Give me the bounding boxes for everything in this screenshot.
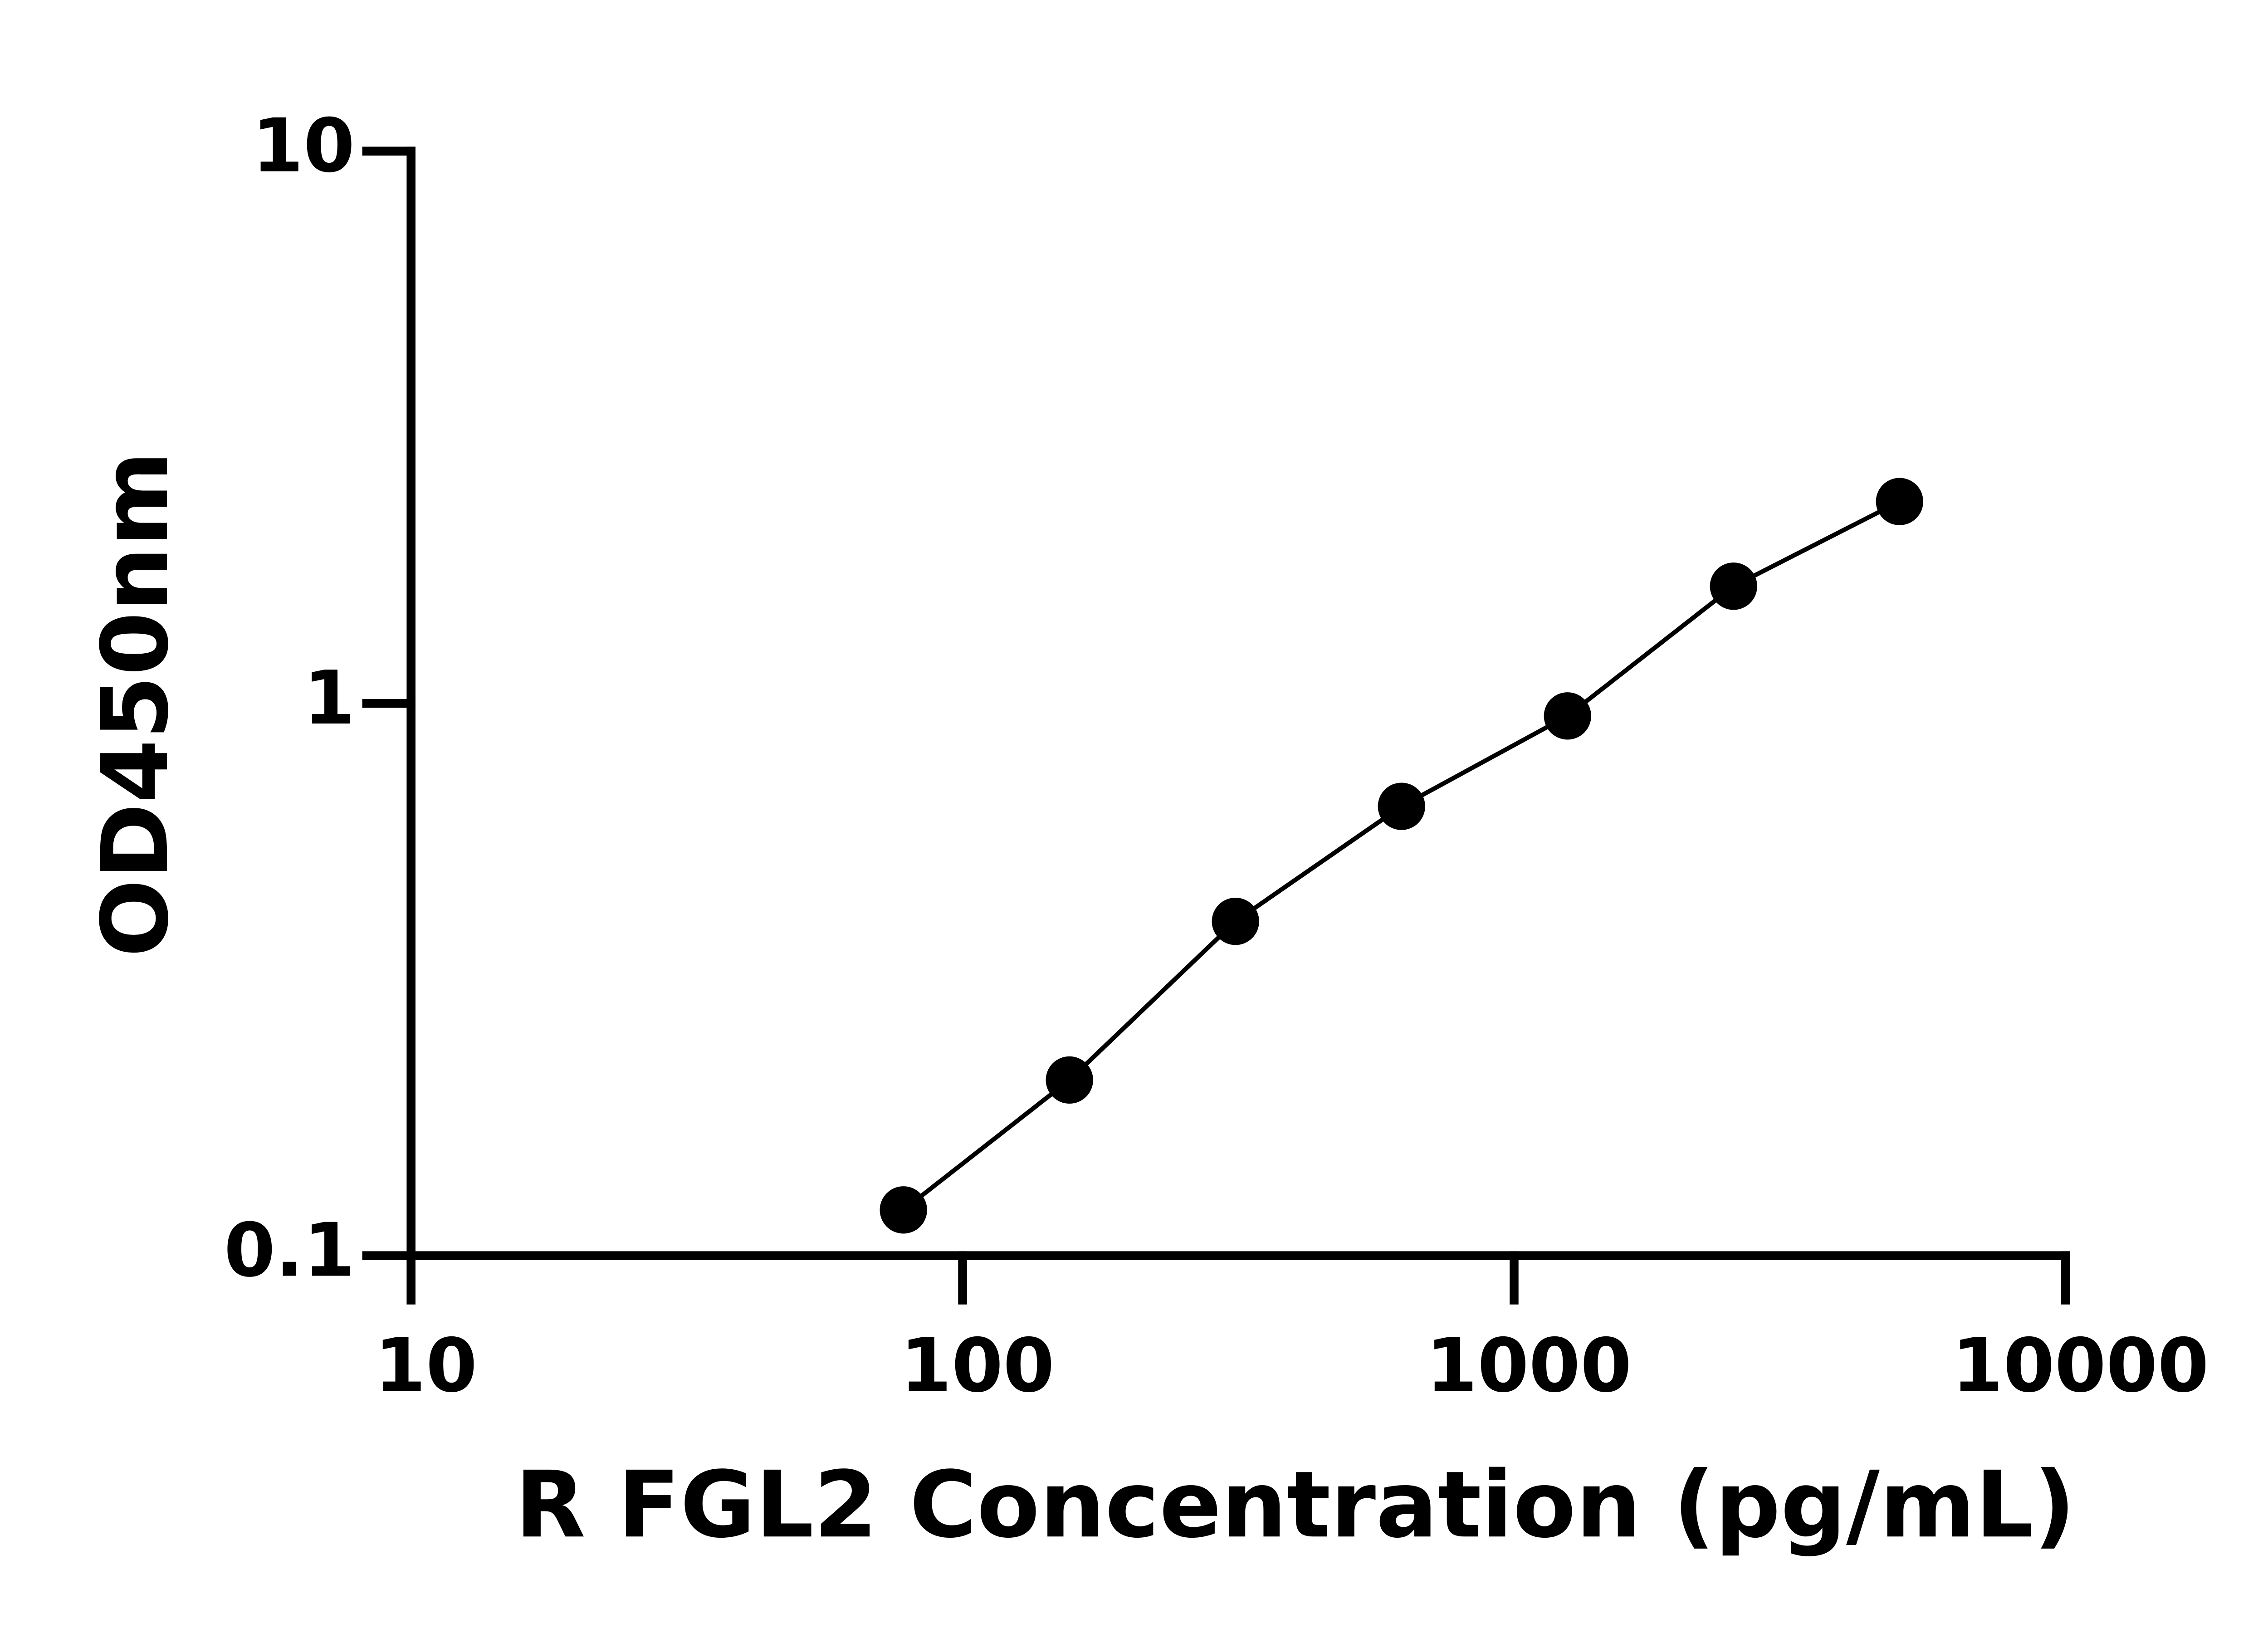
data-point [1544,692,1591,740]
x-tick-label: 10 [374,1323,477,1409]
x-tick-label: 100 [900,1323,1055,1409]
data-point [1710,562,1757,610]
x-axis-title: R FGL2 Concentration (pg/mL) [515,1451,2075,1558]
y-tick-label: 10 [252,103,355,189]
data-point [1378,782,1425,830]
y-tick-label: 1 [303,655,355,741]
data-point [1876,478,1923,525]
fit-line [902,499,1901,1212]
y-axis-title: OD450nm [82,451,189,957]
x-tick-label: 10000 [1952,1323,2209,1409]
data-point [880,1186,927,1234]
data-point [1212,898,1259,945]
data-point [1046,1056,1093,1104]
y-tick-label: 0.1 [224,1208,355,1294]
x-tick-label: 1000 [1426,1323,1632,1409]
